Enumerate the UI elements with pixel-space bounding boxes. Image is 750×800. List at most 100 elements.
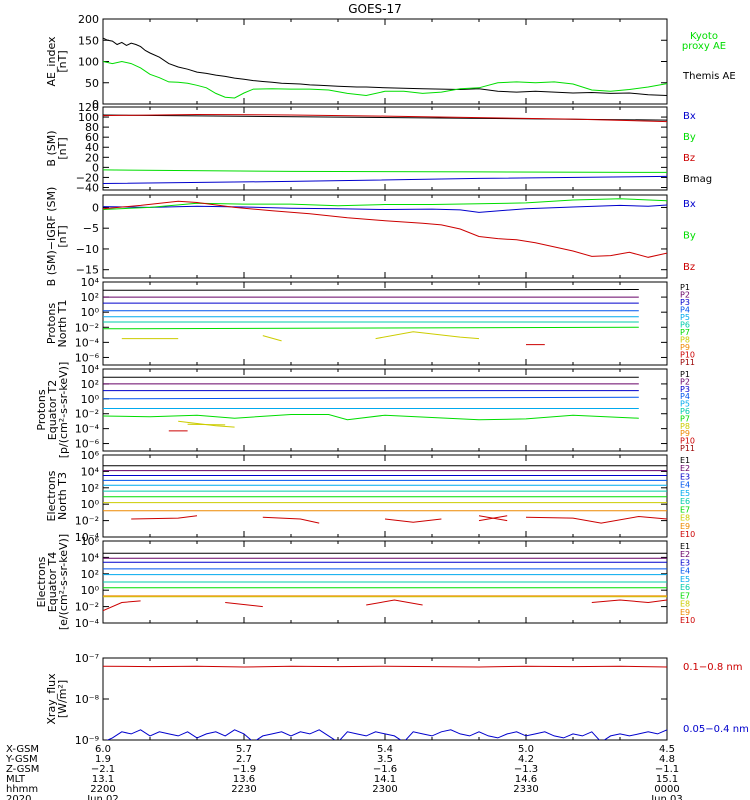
panel-frame xyxy=(102,194,668,279)
y-tick-label: 10⁴ xyxy=(81,465,100,478)
y-tick-label: 10⁻⁶ xyxy=(75,438,100,451)
y-tick-label: 10² xyxy=(81,378,99,391)
x-column-value: 5.4 xyxy=(377,744,393,755)
y-tick-label: 80 xyxy=(85,121,99,134)
figure-title: GOES-17 xyxy=(348,2,402,16)
legend-p5: P5 xyxy=(680,313,690,322)
y-tick-label: 10⁻⁴ xyxy=(75,336,100,349)
legend-p5: P5 xyxy=(680,400,690,409)
x-column-value: 2330 xyxy=(513,784,538,795)
y-tick-label: −15 xyxy=(76,264,99,277)
x-row-label: Z-GSM xyxy=(6,764,39,775)
y-tick-label: 10⁶ xyxy=(81,449,100,462)
legend-e3: E3 xyxy=(680,472,690,481)
series-line-p1 xyxy=(103,289,639,291)
legend-e8: E8 xyxy=(680,514,690,523)
x-column-value: −1.1 xyxy=(655,764,679,775)
x-column-value: −2.1 xyxy=(91,764,115,775)
y-axis-label: North T3 xyxy=(56,472,69,520)
series-line-e10 xyxy=(131,515,198,520)
legend-e10: E10 xyxy=(680,616,695,625)
y-tick-label: 0 xyxy=(92,98,99,111)
x-column-value: −1.3 xyxy=(514,764,538,775)
y-tick-label: 10⁰ xyxy=(81,393,100,406)
y-tick-label: 100 xyxy=(78,56,99,69)
series-line-e10 xyxy=(384,518,442,523)
legend-p4: P4 xyxy=(680,306,690,315)
legend-bz: Bz xyxy=(683,153,695,164)
series-line-p8 xyxy=(178,420,235,428)
y-axis-label: North T1 xyxy=(56,300,69,348)
x-column-value: 0000 xyxy=(654,784,679,795)
y-axis-label: B (SM)−IGRF (SM) xyxy=(45,187,58,287)
y-tick-label: 50 xyxy=(85,77,99,90)
series-line-e10 xyxy=(262,516,320,524)
x-row-label: hhmm xyxy=(6,784,38,795)
series-line-p7 xyxy=(103,414,639,421)
y-tick-label: 10⁻² xyxy=(75,408,99,421)
series-line-e10 xyxy=(591,599,667,604)
x-column-value: 15.1 xyxy=(656,774,678,785)
panel-3: −15 −10 −5 0 B (SM)−IGRF (SM)[nT] Bx By Bz xyxy=(45,187,696,287)
x-column-value: 6.0 xyxy=(95,744,111,755)
legend-p11: P11 xyxy=(680,444,695,453)
y-tick-label: −40 xyxy=(76,181,99,194)
x-column-value: 2.7 xyxy=(236,754,252,765)
y-axis-label: AE_index xyxy=(45,36,58,87)
y-tick-label: 10⁰ xyxy=(81,584,100,597)
series-line-bz xyxy=(103,113,667,123)
legend-e5: E5 xyxy=(680,489,690,498)
y-tick-label: 10² xyxy=(81,482,99,495)
legend-p7: P7 xyxy=(680,328,690,337)
legend-bx: Bx xyxy=(683,111,696,122)
legend-by: By xyxy=(683,132,696,143)
x-column-value: −1.9 xyxy=(232,764,256,775)
legend-bz: Bz xyxy=(683,262,695,273)
x-row-label: MLT xyxy=(6,774,26,785)
legend-e3: E3 xyxy=(680,558,690,567)
series-line-0-05-0-4-nm xyxy=(106,729,667,740)
y-tick-label: 10⁴ xyxy=(81,276,100,289)
legend-e4: E4 xyxy=(680,481,690,490)
y-tick-label: −5 xyxy=(83,222,99,235)
y-tick-label: 10⁻⁶ xyxy=(75,351,100,364)
legend-e1: E1 xyxy=(680,542,690,551)
series-line-e10 xyxy=(366,599,423,606)
y-tick-label: 20 xyxy=(85,151,99,164)
legend-e6: E6 xyxy=(680,497,690,506)
y-tick-label: 40 xyxy=(85,141,99,154)
legend-kyoto: Kyoto xyxy=(690,31,718,42)
y-tick-label: 60 xyxy=(85,131,99,144)
legend-p6: P6 xyxy=(680,321,690,330)
y-tick-label: 10⁴ xyxy=(81,551,100,564)
x-column-value: Jun 02 xyxy=(86,794,119,800)
x-column-value: 3.5 xyxy=(377,754,393,765)
y-tick-label: 200 xyxy=(78,13,99,26)
y-axis-label: Electrons xyxy=(45,470,58,521)
legend-e2: E2 xyxy=(680,550,690,559)
series-line-p8 xyxy=(187,423,226,426)
x-column-value: 2300 xyxy=(372,784,397,795)
y-tick-label: 10⁻² xyxy=(75,601,99,614)
y-axis-label: Electrons xyxy=(35,556,48,607)
x-column-value: 2230 xyxy=(231,784,256,795)
y-tick-label: 10⁻⁹ xyxy=(75,734,99,747)
legend-p11: P11 xyxy=(680,358,695,367)
legend-bx: Bx xyxy=(683,199,696,210)
y-tick-label: 0 xyxy=(92,161,99,174)
y-tick-label: 10⁻² xyxy=(75,515,99,528)
y-tick-label: 10⁶ xyxy=(81,535,100,548)
series-line-by xyxy=(103,169,667,173)
legend-p3: P3 xyxy=(680,298,690,307)
x-column-value: 5.0 xyxy=(518,744,534,755)
series-line-by xyxy=(103,198,667,210)
y-tick-label: 10⁻⁴ xyxy=(75,617,100,630)
y-tick-label: 10⁴ xyxy=(81,363,100,376)
y-axis-label: Xray_flux xyxy=(45,673,58,725)
x-column-value: 14.6 xyxy=(515,774,537,785)
legend-e2: E2 xyxy=(680,464,690,473)
panel-frame xyxy=(102,657,668,741)
